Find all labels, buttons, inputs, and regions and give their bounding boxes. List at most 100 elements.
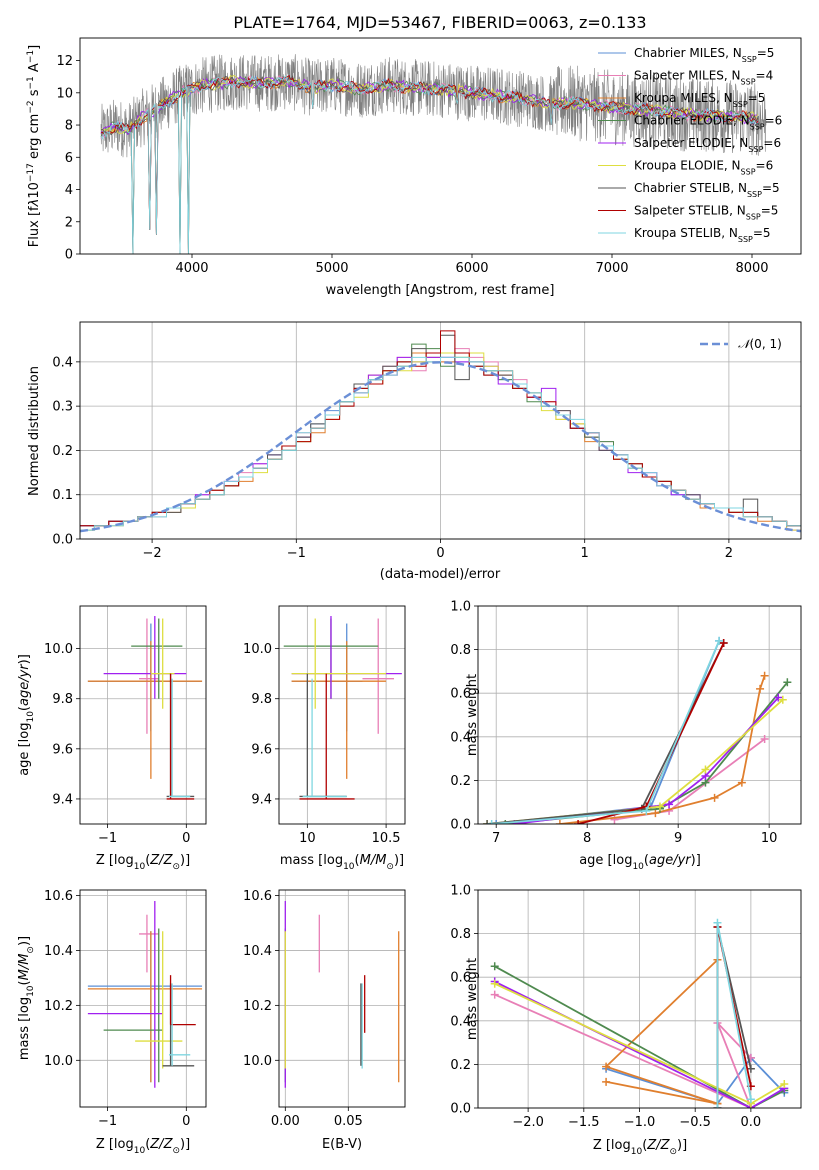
mass_vs_Z-frame [79, 889, 207, 1108]
mass-z-y-label-part: 10 [26, 985, 36, 997]
y-tick-label: 2 [65, 215, 73, 230]
model-spectrum-line [100, 75, 758, 254]
legend-name: Chabrier MILES, N [634, 46, 742, 60]
age-z-y-label-part: 10 [26, 711, 36, 723]
y-tick-label: 0.3 [52, 400, 73, 415]
age_vs_mass-frame [278, 605, 406, 825]
x-tick-label: 7 [492, 831, 500, 846]
legend-count: =5 [762, 181, 780, 195]
y-tick-label: 0 [65, 248, 73, 263]
observed-spectrum-line [100, 54, 767, 158]
weight_vs_age-frame [477, 605, 802, 825]
x-tick-label: 0.05 [334, 1114, 363, 1129]
normal-legend-label-part: 𝒩 [738, 337, 753, 351]
legend-count: =5 [748, 91, 766, 105]
y-tick-label: 9.8 [251, 692, 272, 707]
age-mass-x-label-part: 10 [343, 862, 355, 872]
spectrum-y-label-part: 10 [27, 182, 42, 199]
weight-age-y-label: mass weight [465, 674, 480, 756]
weight_vs_age-plot-area [483, 636, 792, 824]
spectrum-y-label-part: ] [27, 45, 42, 50]
spectrum-y-label: Flux [fλ10−17 erg cm−2 s−1 A−1] [26, 45, 42, 247]
y-tick-label: 0.2 [450, 774, 471, 789]
mass_vs_ebv-plot-area [284, 900, 400, 1088]
age-z-x-label-part: Z/Z [149, 853, 173, 868]
age_vs_Z-frame [79, 605, 207, 825]
x-tick-label: −1 [98, 831, 117, 846]
age-z-x-label-part: 10 [134, 862, 146, 872]
mass-z-x-label-part: Z [log [96, 1137, 134, 1152]
age-z-x-label-part: Z [log [96, 853, 134, 868]
age-z-x-label: Z [log10(Z/Z⊙)] [96, 853, 190, 872]
weight-point-marker [492, 820, 501, 824]
weight_vs_Z-panel: −2.0 −1.5 −1.0 −0.5 0.0 0.0 0.2 0.4 0.6 0.8 1.0 Z [… [450, 884, 802, 1157]
x-tick-label: 10.5 [372, 831, 401, 846]
weight-z-x-label: Z [log10(Z/Z⊙)] [593, 1138, 687, 1157]
spectrum-plot-area [100, 54, 767, 254]
legend-count: =4 [756, 69, 774, 83]
weight-point-marker [760, 671, 769, 680]
y-tick-label: 10.6 [243, 889, 272, 904]
weight-point-marker [487, 820, 496, 824]
legend-count: =5 [757, 46, 775, 60]
legend-name: Kroupa MILES, N [634, 91, 733, 105]
model-spectrum-line [100, 76, 759, 235]
mass-z-x-label-part: ( [145, 1137, 150, 1152]
legend-count: =5 [753, 226, 771, 240]
weight-point-marker [602, 1077, 611, 1086]
weight_vs_Z-plot-area [490, 918, 789, 1108]
x-tick-label: 0.0 [741, 1115, 762, 1130]
y-tick-label: 10.0 [243, 642, 272, 657]
mass-z-y-label: mass [log10(M/M⊙)] [17, 936, 36, 1060]
weight-z-x-label-part: 10 [631, 1147, 643, 1157]
legend-entry: Kroupa STELIB, NSSP=5 [634, 226, 771, 244]
x-tick-label: 9 [674, 831, 682, 846]
weight-series-line [559, 675, 766, 824]
weight-point-marker [715, 636, 724, 645]
mass-ebv-x-label: E(B-V) [322, 1137, 362, 1152]
y-tick-label: 0.8 [450, 643, 471, 658]
y-tick-label: 10.0 [44, 1054, 73, 1069]
age-z-y-label-part: age/yr [17, 663, 32, 706]
model-spectrum-line [100, 74, 759, 235]
legend-entry: Chabrier ELODIE, NSSP=6 [634, 114, 782, 132]
legend-count: =6 [765, 114, 783, 128]
weight-age-x-label-part: age/yr [649, 853, 692, 868]
legend-sub: SSP [741, 77, 756, 86]
y-tick-label: 10.4 [44, 944, 73, 959]
age-mass-x-label-part: )] [394, 853, 404, 868]
spectrum-y-label-part: −1 [26, 76, 36, 89]
legend-entry: Chabrier STELIB, NSSP=5 [634, 181, 780, 199]
mass-z-y-label-part: M/M [17, 954, 32, 981]
x-tick-label: −0.5 [679, 1115, 711, 1130]
y-tick-label: 0.2 [450, 1058, 471, 1073]
y-tick-label: 9.6 [52, 742, 73, 757]
y-tick-label: 9.4 [251, 792, 272, 807]
age-mass-x-label: mass [log10(M/M⊙)] [280, 853, 404, 872]
y-tick-label: 0.4 [52, 355, 73, 370]
weight-age-x-label-part: ( [644, 853, 649, 868]
weight-point-marker [655, 802, 664, 811]
legend-count: =5 [761, 204, 779, 218]
legend-sub: SSP [742, 55, 757, 64]
normal-legend-label-part: (0, 1) [750, 337, 782, 351]
x-tick-label: 2 [725, 546, 733, 561]
x-tick-label: 8000 [735, 261, 768, 276]
spectrum-y-label-part: λ [27, 199, 42, 208]
y-tick-label: 0.0 [52, 533, 73, 548]
weight-point-marker [780, 1080, 789, 1089]
weight-z-y-label: mass weight [465, 958, 480, 1040]
weight-point-marker [490, 990, 499, 999]
spectrum-y-label-part: A [27, 63, 42, 76]
weight-point-marker [555, 820, 564, 824]
y-tick-label: 0.4 [450, 730, 471, 745]
age_vs_Z-plot-area [87, 616, 203, 800]
weight-point-marker [737, 778, 746, 787]
weight-z-x-label-part: ⊙ [669, 1147, 677, 1157]
x-tick-label: −1 [98, 1114, 117, 1129]
y-tick-label: 9.4 [52, 792, 73, 807]
residuals-frame [79, 321, 802, 540]
legend-count: =6 [763, 136, 781, 150]
